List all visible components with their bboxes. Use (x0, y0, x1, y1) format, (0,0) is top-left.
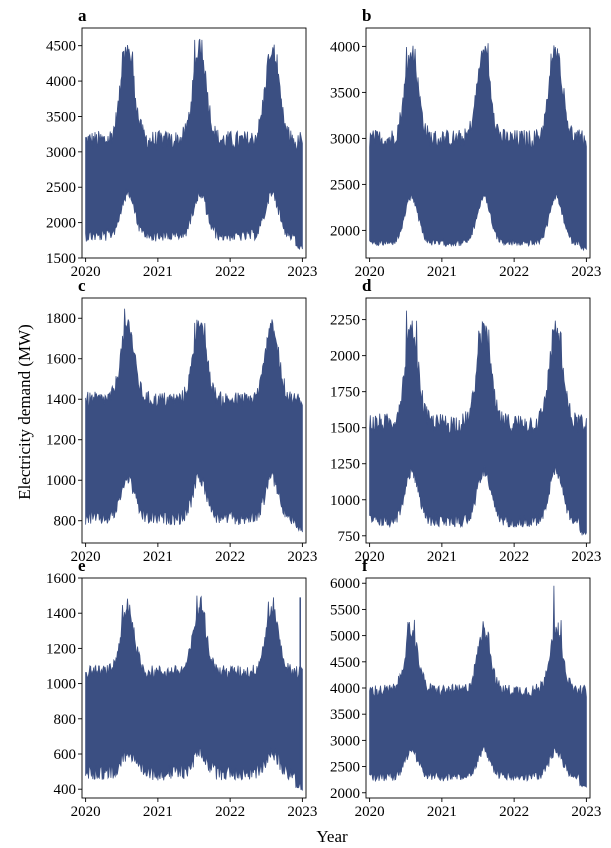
x-tick-label-b: 2020 (355, 264, 385, 280)
y-tick-label-c: 1000 (46, 473, 76, 489)
plot-frame-d (365, 297, 591, 544)
x-tick-label-c: 2020 (71, 549, 101, 565)
plot-frame-e (81, 577, 307, 799)
panel-a: 1500 2000 2500 3000 3500 4000 4500 2020 2021 2022… (46, 6, 317, 280)
plot-frame-a (81, 27, 307, 259)
y-tick-label-e: 1600 (46, 571, 76, 587)
y-tick-label-f: 3500 (330, 707, 360, 723)
y-tick-label-a: 2500 (46, 180, 76, 196)
y-tick-label-c: 1200 (46, 433, 76, 449)
y-tick-label-a: 3500 (46, 109, 76, 125)
y-tick-label-e: 1200 (46, 641, 76, 657)
panel-e: 400 600 800 1000 1200 1400 1600 2020 2021 2022 202… (46, 556, 317, 820)
y-tick-label-d: 1500 (330, 421, 360, 437)
series-band-d (369, 310, 587, 536)
y-tick-label-f: 5500 (330, 602, 360, 618)
y-tick-label-d: 2000 (330, 349, 360, 365)
y-tick-label-c: 1400 (46, 392, 76, 408)
y-tick-label-d: 1250 (330, 457, 360, 473)
y-tick-label-d: 1750 (330, 385, 360, 401)
x-tick-label-b: 2023 (571, 264, 601, 280)
y-tick-label-b: 4000 (330, 39, 360, 55)
y-tick-label-d: 750 (338, 529, 361, 545)
x-tick-label-c: 2021 (143, 549, 173, 565)
x-tick-label-a: 2022 (215, 264, 245, 280)
x-tick-label-c: 2023 (287, 549, 317, 565)
x-tick-label-a: 2023 (287, 264, 317, 280)
x-tick-label-e: 2023 (287, 804, 317, 820)
x-tick-label-e: 2020 (71, 804, 101, 820)
panel-label-d: d (362, 276, 372, 295)
panel-b: 2000 2500 3000 3500 4000 2020 2021 2022 2023 b (330, 6, 601, 280)
series-band-e (85, 595, 303, 791)
y-tick-label-e: 600 (54, 747, 77, 763)
y-tick-label-e: 400 (54, 782, 77, 798)
x-tick-label-e: 2021 (143, 804, 173, 820)
y-tick-label-f: 4000 (330, 681, 360, 697)
plot-frame-b (365, 27, 591, 259)
x-tick-label-e: 2022 (215, 804, 245, 820)
y-axis-title: Electricity demand (MW) (15, 324, 34, 500)
y-tick-label-d: 1000 (330, 493, 360, 509)
y-tick-label-b: 3500 (330, 85, 360, 101)
x-tick-label-d: 2020 (355, 549, 385, 565)
x-tick-label-f: 2021 (427, 804, 457, 820)
y-tick-label-f: 3000 (330, 733, 360, 749)
panel-label-b: b (362, 6, 371, 25)
plot-frame-c (81, 297, 307, 544)
x-tick-label-a: 2020 (71, 264, 101, 280)
y-tick-label-f: 2500 (330, 760, 360, 776)
y-tick-label-c: 800 (54, 514, 77, 530)
x-axis-title: Year (316, 827, 348, 846)
y-tick-label-c: 1600 (46, 352, 76, 368)
y-tick-label-a: 2000 (46, 216, 76, 232)
y-tick-label-d: 2250 (330, 313, 360, 329)
panel-f: 2000 2500 3000 3500 4000 4500 5000 5500 6000 2020… (330, 556, 601, 820)
x-tick-label-d: 2021 (427, 549, 457, 565)
y-tick-label-b: 3000 (330, 131, 360, 147)
x-tick-label-d: 2022 (499, 549, 529, 565)
x-tick-label-f: 2020 (355, 804, 385, 820)
x-tick-label-b: 2021 (427, 264, 457, 280)
panel-label-c: c (78, 276, 86, 295)
panel-label-a: a (78, 6, 87, 25)
panel-c: 800 1000 1200 1400 1600 1800 2020 2021 2022 2023 c (46, 276, 317, 565)
x-tick-label-f: 2023 (571, 804, 601, 820)
x-tick-label-b: 2022 (499, 264, 529, 280)
y-tick-label-e: 1400 (46, 606, 76, 622)
y-tick-label-f: 2000 (330, 786, 360, 802)
y-tick-label-a: 3000 (46, 145, 76, 161)
panels: 1500 2000 2500 3000 3500 4000 4500 2020 2021 2022… (46, 6, 601, 820)
series-band-c (85, 308, 303, 533)
series-band-f (369, 585, 587, 788)
panel-label-e: e (78, 556, 86, 575)
panel-label-f: f (362, 556, 368, 575)
y-tick-label-e: 1000 (46, 677, 76, 693)
y-tick-label-a: 1500 (46, 251, 76, 267)
y-tick-label-f: 5000 (330, 629, 360, 645)
y-tick-label-f: 6000 (330, 576, 360, 592)
y-tick-label-b: 2500 (330, 177, 360, 193)
x-tick-label-f: 2022 (499, 804, 529, 820)
series-band-b (369, 43, 587, 252)
y-tick-label-e: 800 (54, 712, 77, 728)
y-tick-label-a: 4000 (46, 74, 76, 90)
y-tick-label-a: 4500 (46, 39, 76, 55)
panel-d: 750 1000 1250 1500 1750 2000 2250 2020 2021 2022 2… (330, 276, 601, 565)
y-tick-label-c: 1800 (46, 311, 76, 327)
y-tick-label-f: 4500 (330, 655, 360, 671)
series-band-a (85, 38, 303, 250)
x-tick-label-d: 2023 (571, 549, 601, 565)
x-tick-label-a: 2021 (143, 264, 173, 280)
y-tick-label-b: 2000 (330, 223, 360, 239)
x-tick-label-c: 2022 (215, 549, 245, 565)
